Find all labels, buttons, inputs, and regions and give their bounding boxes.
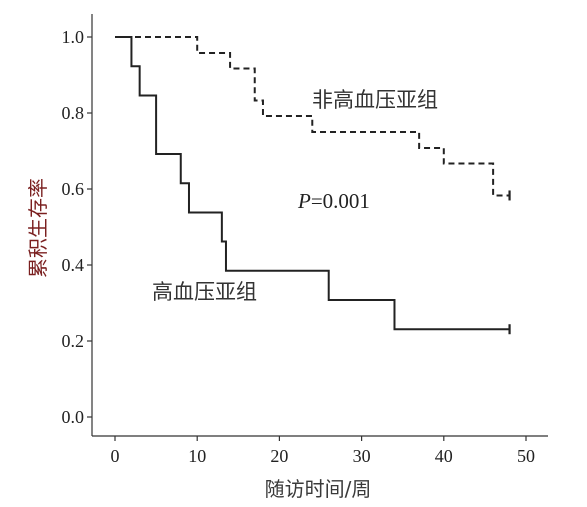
y-tick-label: 1.0 — [62, 27, 85, 47]
series-line-non-hypertension — [115, 36, 510, 197]
x-tick-label: 50 — [517, 446, 535, 466]
axes — [91, 14, 548, 437]
y-tick-label: 0.4 — [62, 255, 85, 275]
series-layer — [115, 36, 511, 335]
x-tick-label: 30 — [353, 446, 371, 466]
x-tick-label: 20 — [270, 446, 288, 466]
x-tick-label: 0 — [111, 446, 120, 466]
x-tick-label: 10 — [188, 446, 206, 466]
p-value-symbol: P — [297, 189, 311, 213]
x-tick-label: 40 — [435, 446, 453, 466]
ticks: 0.0 0.2 0.4 0.6 0.8 1.0 0 10 20 30 40 50 — [62, 27, 536, 466]
x-axis-title: 随访时间/周 — [265, 477, 372, 501]
y-tick-label: 0.2 — [62, 331, 85, 351]
series-label-non-hypertension: 非高血压亚组 — [312, 88, 438, 112]
p-value-number: =0.001 — [311, 189, 370, 213]
p-value-annotation: P=0.001 — [297, 189, 370, 213]
series-label-hypertension: 高血压亚组 — [152, 280, 257, 304]
y-axis-title: 累积生存率 — [26, 178, 50, 278]
series-line-hypertension — [115, 36, 510, 331]
y-tick-label: 0.0 — [62, 407, 85, 427]
y-tick-label: 0.8 — [62, 103, 85, 123]
y-tick-label: 0.6 — [62, 179, 85, 199]
